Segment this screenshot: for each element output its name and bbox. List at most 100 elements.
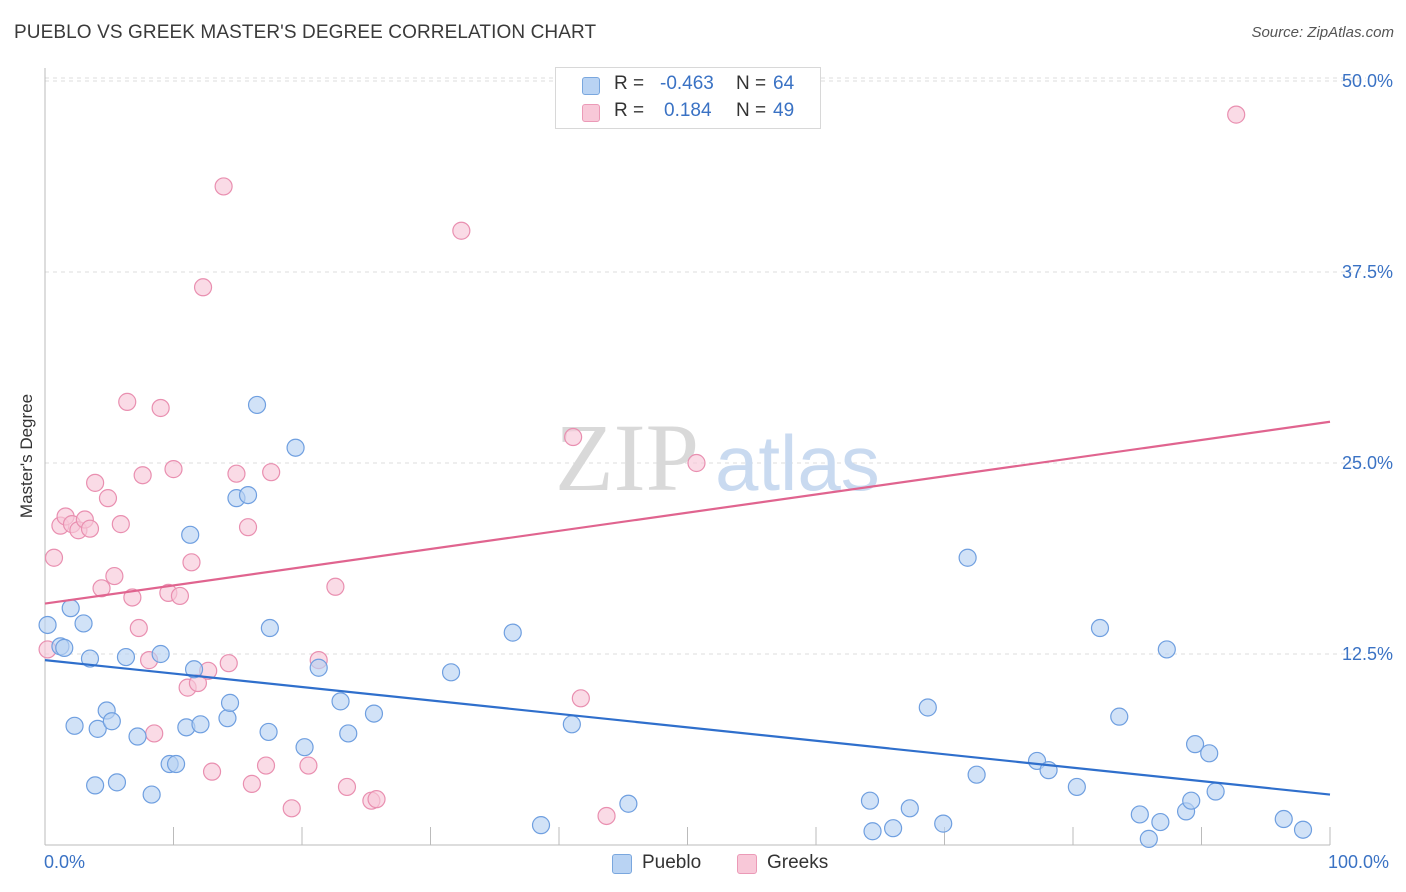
pueblo-point <box>86 776 105 795</box>
r-label: R = <box>614 73 645 94</box>
trend-lines <box>44 420 1331 796</box>
pueblo-point <box>247 395 267 415</box>
greeks-point <box>111 515 130 534</box>
pueblo-point <box>1182 791 1201 810</box>
greeks-point <box>164 460 183 479</box>
greeks-point <box>687 453 706 473</box>
greeks-point <box>118 392 137 411</box>
greeks-point <box>564 427 583 447</box>
pueblo-point <box>260 618 279 638</box>
pueblo-point <box>74 614 93 633</box>
r-value-pueblo: -0.463 <box>660 73 714 94</box>
greeks-point <box>367 790 386 809</box>
greeks-point <box>1227 105 1246 124</box>
pueblo-point <box>166 754 186 774</box>
greeks-point <box>242 774 261 793</box>
pueblo-point <box>238 485 258 505</box>
greeks-swatch <box>582 104 600 122</box>
pueblo-point <box>1157 640 1176 659</box>
greeks-point <box>219 654 238 673</box>
greeks-point <box>123 588 142 607</box>
pueblo-point <box>1130 805 1149 824</box>
pueblo-point <box>181 525 200 544</box>
greeks-point <box>299 756 318 775</box>
pueblo-point <box>309 658 328 677</box>
pueblo-point <box>61 599 80 618</box>
pueblo-legend-label: Pueblo <box>642 852 702 873</box>
pueblo-point <box>934 814 953 833</box>
pueblo-point <box>967 765 986 784</box>
r-value-greeks: 0.184 <box>664 100 712 121</box>
pueblo-point <box>191 715 210 734</box>
pueblo-point <box>220 693 240 712</box>
r-label: R = <box>614 100 645 121</box>
pueblo-point <box>860 791 880 810</box>
pueblo-point <box>55 638 74 657</box>
greeks-point <box>597 806 616 826</box>
greeks-point <box>238 518 258 537</box>
pueblo-point <box>65 716 84 735</box>
greeks-points <box>38 105 1246 826</box>
pueblo-swatch <box>582 77 600 95</box>
y-tick-label: 12.5% <box>1342 644 1393 664</box>
legend-row-pueblo: R = -0.463 N = 64 <box>556 73 820 101</box>
pueblo-point <box>1274 809 1293 829</box>
n-value-pueblo: 64 <box>773 73 795 94</box>
pueblo-point <box>441 663 461 682</box>
pueblo-point <box>286 438 305 457</box>
pueblo-point <box>1206 782 1225 801</box>
greeks-legend-label: Greeks <box>767 852 829 873</box>
pueblo-point <box>1151 812 1170 832</box>
y-tick-label: 50.0% <box>1342 71 1393 91</box>
pueblo-point <box>102 712 121 731</box>
watermark-atlas: atlas <box>715 419 880 507</box>
pueblo-point <box>1185 735 1205 754</box>
greeks-point <box>129 618 148 638</box>
greeks-point <box>282 799 301 818</box>
pueblo-point <box>259 722 278 742</box>
pueblo-point <box>1067 777 1086 797</box>
y-axis-label: Master's Degree <box>17 394 36 518</box>
watermark-zip: ZIP <box>555 404 699 511</box>
x-tick-min: 0.0% <box>44 852 86 872</box>
n-label: N = <box>736 100 767 121</box>
n-value-greeks: 49 <box>773 100 795 121</box>
pueblo-point <box>38 615 57 635</box>
greeks-point <box>262 463 281 482</box>
pueblo-point <box>1293 820 1313 839</box>
greeks-point <box>571 689 590 708</box>
x-tick-max: 100.0% <box>1328 852 1390 872</box>
pueblo-point <box>1090 618 1110 638</box>
greeks-point <box>92 579 111 598</box>
source-label: Source: ZipAtlas.com <box>1251 24 1394 41</box>
grid-lines <box>45 77 1366 655</box>
greeks-point <box>182 553 201 572</box>
pueblo-point <box>863 822 882 841</box>
pueblo-point <box>142 785 161 804</box>
pueblo-point <box>184 660 204 679</box>
n-label: N = <box>736 73 767 94</box>
greeks-point <box>133 466 152 485</box>
greeks-point <box>44 548 64 567</box>
greeks-point <box>80 519 100 538</box>
pueblo-point <box>883 819 903 838</box>
greeks-point <box>105 566 124 586</box>
greeks-point <box>256 756 276 775</box>
greeks-point <box>86 473 105 492</box>
pueblo-point <box>1139 829 1158 848</box>
pueblo-trend-line <box>44 659 1331 796</box>
pueblo-point <box>128 727 147 746</box>
greeks-trend-line <box>44 420 1331 605</box>
greeks-point <box>151 398 170 418</box>
pueblo-point <box>151 644 170 664</box>
greeks-point <box>145 724 164 743</box>
pueblo-point <box>1200 744 1219 763</box>
pueblo-point <box>331 692 350 711</box>
greeks-point <box>452 221 471 240</box>
pueblo-point <box>503 623 522 642</box>
pueblo-point <box>531 816 551 835</box>
greeks-point <box>170 586 190 606</box>
pueblo-point <box>918 698 937 717</box>
pueblo-point <box>107 773 127 792</box>
